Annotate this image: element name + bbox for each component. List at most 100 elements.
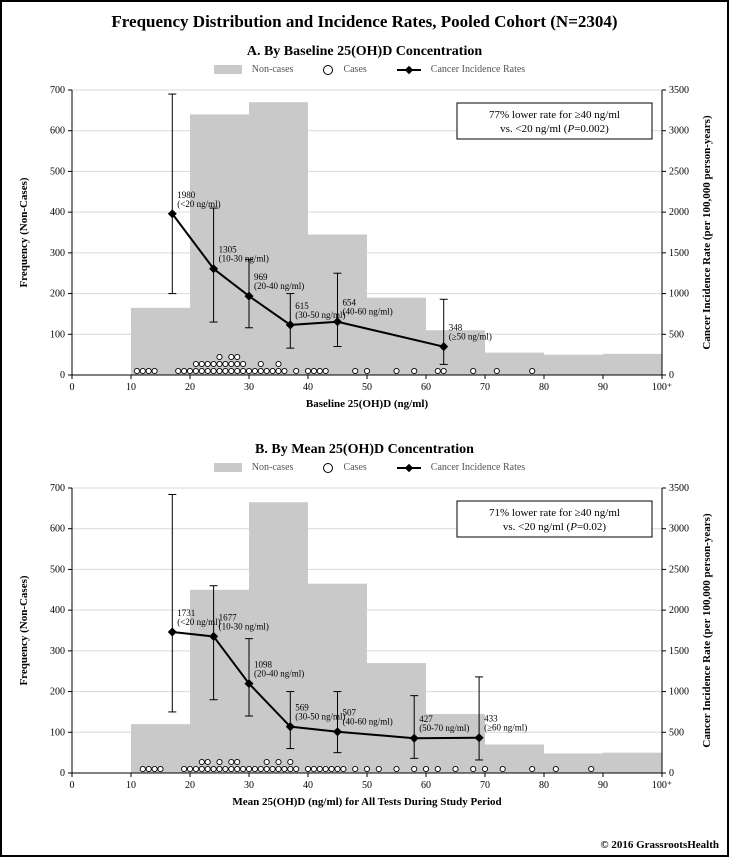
case-marker [394, 368, 399, 373]
case-marker [412, 766, 417, 771]
svg-text:1500: 1500 [669, 248, 689, 259]
case-marker [353, 368, 358, 373]
svg-text:2000: 2000 [669, 207, 689, 218]
svg-text:200: 200 [50, 687, 65, 698]
case-marker [276, 368, 281, 373]
case-marker [146, 368, 151, 373]
case-marker [205, 766, 210, 771]
svg-text:500: 500 [50, 166, 65, 177]
bar [249, 102, 308, 375]
bar [131, 308, 190, 375]
case-marker [205, 361, 210, 366]
rate-marker [168, 628, 177, 637]
callout-line1: 71% lower rate for ≥40 ng/ml [489, 507, 620, 519]
case-marker [229, 368, 234, 373]
x-axis-label: Baseline 25(OH)D (ng/ml) [306, 398, 429, 410]
case-marker [217, 354, 222, 359]
case-marker [311, 368, 316, 373]
case-marker [241, 766, 246, 771]
svg-text:600: 600 [50, 524, 65, 535]
case-marker [471, 368, 476, 373]
svg-text:70: 70 [480, 780, 490, 791]
case-marker [471, 766, 476, 771]
svg-text:40: 40 [303, 382, 313, 393]
case-marker [241, 368, 246, 373]
copyright: © 2016 GrassrootsHealth [600, 839, 719, 851]
y-axis-right-label: Cancer Incidence Rate (per 100,000 perso… [701, 513, 713, 748]
svg-text:90: 90 [598, 780, 608, 791]
panel-title-B: B. By Mean 25(OH)D Concentration [2, 442, 727, 458]
case-marker [199, 759, 204, 764]
svg-text:50: 50 [362, 780, 372, 791]
svg-text:80: 80 [539, 780, 549, 791]
rate-range-label: (<20 ng/ml) [177, 199, 220, 209]
svg-text:10: 10 [126, 780, 136, 791]
rate-range-label: (20-40 ng/ml) [254, 281, 304, 291]
x-axis-label: Mean 25(OH)D (ng/ml) for All Tests Durin… [232, 796, 501, 808]
case-marker [494, 368, 499, 373]
case-marker [229, 354, 234, 359]
case-marker [589, 766, 594, 771]
case-marker [229, 766, 234, 771]
case-marker [223, 766, 228, 771]
case-marker [276, 766, 281, 771]
case-marker [317, 766, 322, 771]
case-marker [152, 766, 157, 771]
svg-text:70: 70 [480, 382, 490, 393]
case-marker [176, 368, 181, 373]
case-marker [264, 766, 269, 771]
svg-text:40: 40 [303, 780, 313, 791]
svg-text:300: 300 [50, 646, 65, 657]
case-marker [152, 368, 157, 373]
rate-range-label: (≥60 ng/ml) [484, 723, 527, 733]
svg-text:700: 700 [50, 85, 65, 96]
case-marker [530, 766, 535, 771]
bar [603, 753, 662, 773]
rate-range-label: (10-30 ng/ml) [219, 254, 269, 264]
case-marker [553, 766, 558, 771]
rate-range-label: (≥50 ng/ml) [449, 332, 492, 342]
case-marker [530, 368, 535, 373]
case-marker [282, 368, 287, 373]
case-marker [258, 368, 263, 373]
panels-host: A. By Baseline 25(OH)D ConcentrationNon-… [2, 44, 727, 828]
svg-text:2000: 2000 [669, 605, 689, 616]
case-marker [270, 368, 275, 373]
case-marker [252, 766, 257, 771]
callout-line1: 77% lower rate for ≥40 ng/ml [489, 109, 620, 121]
svg-text:90: 90 [598, 382, 608, 393]
case-marker [276, 361, 281, 366]
case-marker [500, 766, 505, 771]
svg-text:1500: 1500 [669, 646, 689, 657]
rate-range-label: (40-60 ng/ml) [343, 717, 393, 727]
svg-text:0: 0 [70, 780, 75, 791]
case-marker [288, 766, 293, 771]
case-marker [205, 368, 210, 373]
y-axis-left-label: Frequency (Non-Cases) [18, 575, 30, 685]
case-marker [341, 766, 346, 771]
case-marker [217, 368, 222, 373]
case-marker [364, 368, 369, 373]
case-marker [258, 766, 263, 771]
case-marker [435, 368, 440, 373]
case-marker [323, 368, 328, 373]
svg-text:700: 700 [50, 483, 65, 494]
svg-text:20: 20 [185, 382, 195, 393]
svg-text:3500: 3500 [669, 85, 689, 96]
svg-text:3500: 3500 [669, 483, 689, 494]
svg-text:0: 0 [60, 370, 65, 381]
svg-text:3000: 3000 [669, 524, 689, 535]
svg-text:0: 0 [669, 370, 674, 381]
case-marker [235, 368, 240, 373]
case-marker [217, 766, 222, 771]
bar [603, 354, 662, 375]
svg-text:80: 80 [539, 382, 549, 393]
case-marker [423, 766, 428, 771]
panel-title-A: A. By Baseline 25(OH)D Concentration [2, 44, 727, 60]
case-marker [364, 766, 369, 771]
case-marker [482, 766, 487, 771]
case-marker [182, 766, 187, 771]
case-marker [235, 354, 240, 359]
y-axis-right-label: Cancer Incidence Rate (per 100,000 perso… [701, 115, 713, 350]
rate-range-label: (10-30 ng/ml) [219, 621, 269, 631]
